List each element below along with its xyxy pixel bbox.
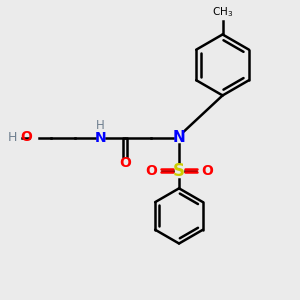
Text: H: H xyxy=(96,119,105,132)
Text: N: N xyxy=(95,130,106,145)
Text: O: O xyxy=(145,164,157,178)
Text: O: O xyxy=(20,130,32,144)
Text: N: N xyxy=(173,130,185,145)
Text: H: H xyxy=(8,131,17,144)
Text: CH$_3$: CH$_3$ xyxy=(212,5,233,19)
Text: S: S xyxy=(173,162,185,180)
Text: O: O xyxy=(201,164,213,178)
Text: O: O xyxy=(119,156,131,170)
